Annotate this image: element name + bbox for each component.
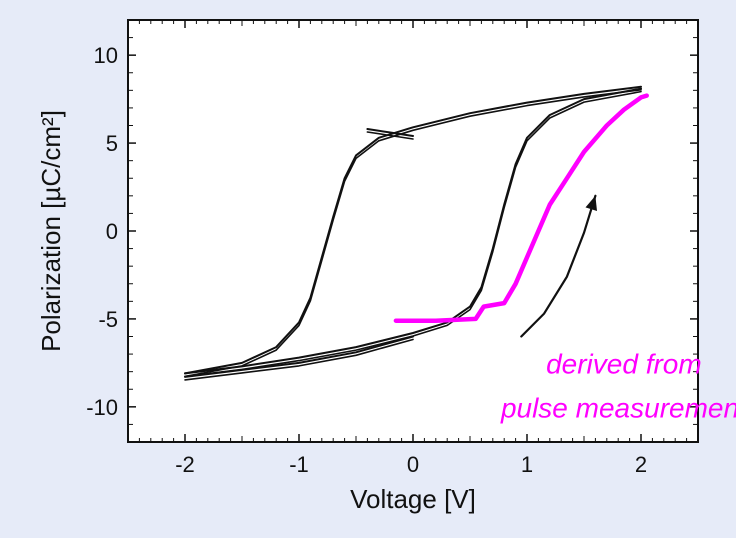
series-line-1-trace: [184, 90, 642, 378]
series-line-1: [184, 87, 642, 375]
direction-arrow-head: [585, 195, 597, 211]
y-tick-label: 0: [106, 219, 118, 244]
x-tick-label: 1: [521, 452, 533, 477]
x-tick-label: 0: [407, 452, 419, 477]
y-tick-label: 10: [94, 43, 118, 68]
x-axis-title: Voltage [V]: [350, 484, 476, 514]
series-line-0-trace: [184, 89, 642, 378]
data-curves: [184, 85, 649, 381]
series-line-0: [184, 85, 642, 375]
series-line-2-trace: [184, 338, 414, 381]
x-tick-label: -1: [289, 452, 309, 477]
y-tick-label: 5: [106, 131, 118, 156]
direction-arrow-layer: [520, 194, 597, 338]
y-tick-label: -5: [98, 307, 118, 332]
series-line-3: [366, 128, 414, 137]
series-line-2: [184, 335, 414, 378]
direction-arrow-shaft: [520, 194, 597, 338]
x-tick-label: 2: [635, 452, 647, 477]
annotation-pulse-measurement: pulse measurement: [500, 392, 736, 423]
annotation-derived-from: derived from: [546, 348, 702, 379]
series-line-3-trace: [366, 131, 414, 140]
x-tick-label: -2: [175, 452, 195, 477]
y-axis-title: Polarization [µC/cm²]: [36, 110, 66, 352]
series-line-4: [393, 93, 649, 323]
y-tick-label: -10: [86, 395, 118, 420]
